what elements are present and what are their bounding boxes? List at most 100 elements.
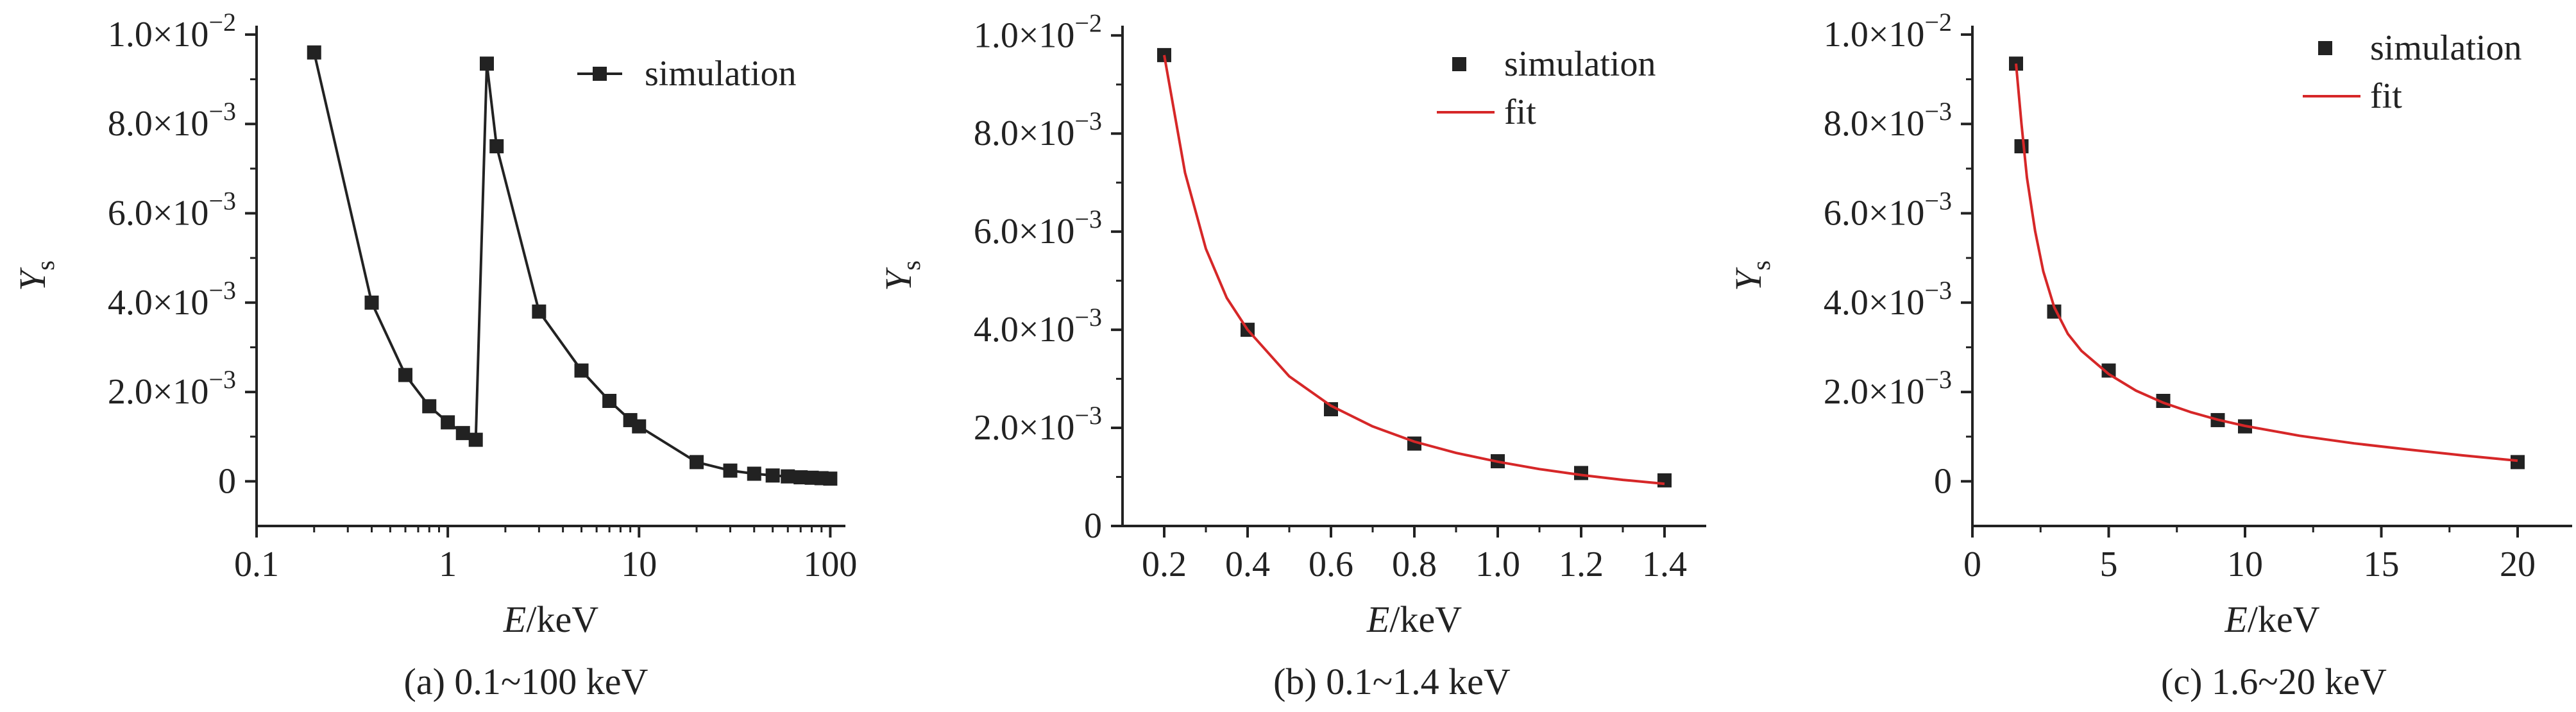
y-axis-label: Ys bbox=[877, 260, 926, 291]
series-fit bbox=[2015, 64, 2518, 462]
y-tick-base: 4.0×10 bbox=[974, 310, 1075, 350]
legend: simulation fit bbox=[1437, 44, 1656, 132]
data-point bbox=[602, 394, 617, 408]
x-tick-label: 0.8 bbox=[1392, 545, 1437, 584]
y-tick-label: 6.0×10−3 bbox=[108, 187, 236, 233]
series-simulation bbox=[2009, 56, 2525, 470]
fit-curve bbox=[2015, 64, 2518, 462]
x-axis-label: E/keV bbox=[503, 598, 598, 640]
x-tick-label: 0.4 bbox=[1225, 545, 1270, 584]
series-fit bbox=[1163, 55, 1665, 486]
y-axis-label: Ys bbox=[12, 260, 60, 291]
y-tick-label: 8.0×10−3 bbox=[1824, 97, 1952, 144]
y-tick-label: 4.0×10−3 bbox=[108, 276, 236, 323]
legend-label: simulation bbox=[2370, 28, 2521, 68]
y-tick-exponent: −2 bbox=[208, 8, 236, 37]
x-axis-label-unit: /keV bbox=[1389, 598, 1462, 640]
y-tick-exponent: −3 bbox=[1074, 303, 1102, 332]
x-axis-label: E/keV bbox=[1366, 598, 1462, 640]
x-tick-label: 10 bbox=[2227, 545, 2263, 584]
y-tick-base: 1.0×10 bbox=[974, 15, 1075, 55]
x-tick-label: 10 bbox=[621, 545, 657, 584]
x-tick-label: 1.2 bbox=[1559, 545, 1604, 584]
y-tick-label: 6.0×10−3 bbox=[974, 205, 1102, 251]
y-axis-label: Ys bbox=[1727, 260, 1775, 291]
y-axis-label-symbol: Y bbox=[1727, 267, 1769, 291]
y-tick-label: 0 bbox=[218, 461, 236, 501]
y-tick-base: 8.0×10 bbox=[974, 114, 1075, 153]
y-axis-label-subscript: s bbox=[897, 260, 926, 271]
x-tick-label: 1 bbox=[439, 545, 457, 584]
y-tick-label: 2.0×10−3 bbox=[1824, 365, 1952, 412]
y-tick-base: 6.0×10 bbox=[974, 212, 1075, 251]
chart-panel-1: 0.1 1 10 10002.0×10−34.0×10−36.0×10−38.0×10… bbox=[12, 8, 857, 702]
y-tick-base: 4.0×10 bbox=[108, 283, 209, 323]
x-tick-label: 0.1 bbox=[234, 545, 279, 584]
y-tick-exponent: −3 bbox=[208, 187, 236, 216]
y-axis-label-symbol: Y bbox=[12, 267, 53, 291]
y-tick-base: 1.0×10 bbox=[1824, 15, 1925, 55]
data-point bbox=[1324, 402, 1338, 416]
y-tick-base: 2.0×10 bbox=[1824, 372, 1925, 412]
data-point bbox=[479, 56, 494, 71]
series-simulation bbox=[1157, 47, 1672, 487]
data-point bbox=[489, 139, 504, 154]
y-tick-label: 8.0×10−3 bbox=[974, 106, 1102, 153]
data-point bbox=[422, 399, 437, 414]
y-axis-label-subscript: s bbox=[31, 260, 60, 271]
y-tick-label: 0 bbox=[1934, 461, 1952, 501]
y-tick-base: 8.0×10 bbox=[108, 104, 209, 144]
legend-label: simulation bbox=[645, 54, 796, 94]
data-point bbox=[2511, 455, 2525, 470]
x-tick-label: 5 bbox=[2100, 545, 2118, 584]
data-point bbox=[723, 463, 738, 478]
data-point bbox=[532, 304, 547, 319]
x-tick-label: 20 bbox=[2500, 545, 2536, 584]
legend: simulation fit bbox=[2303, 28, 2521, 116]
y-tick-text: 0 bbox=[1934, 461, 1952, 501]
y-tick-exponent: −3 bbox=[1074, 401, 1102, 430]
y-tick-label: 1.0×10−2 bbox=[1824, 8, 1952, 55]
data-point bbox=[690, 455, 704, 470]
y-tick-base: 4.0×10 bbox=[1824, 283, 1925, 323]
legend-marker bbox=[593, 67, 607, 81]
data-point bbox=[765, 468, 780, 483]
fit-curve bbox=[1163, 55, 1665, 486]
y-tick-label: 1.0×10−2 bbox=[974, 8, 1102, 55]
legend-label: fit bbox=[2370, 76, 2402, 116]
x-axis-label-symbol: E bbox=[503, 598, 526, 640]
y-tick-label: 2.0×10−3 bbox=[108, 365, 236, 412]
y-tick-label: 0 bbox=[1084, 506, 1102, 546]
y-tick-exponent: −3 bbox=[1924, 97, 1952, 126]
legend-marker bbox=[2318, 41, 2332, 55]
y-tick-exponent: −2 bbox=[1924, 8, 1952, 37]
data-point bbox=[574, 363, 589, 378]
y-tick-label: 2.0×10−3 bbox=[974, 401, 1102, 448]
data-point bbox=[441, 415, 455, 430]
data-point bbox=[823, 471, 838, 486]
y-axis-label-symbol: Y bbox=[877, 267, 919, 291]
legend: simulation bbox=[577, 54, 796, 94]
panel-caption: (b) 0.1~1.4 keV bbox=[1273, 661, 1511, 702]
y-tick-text: 0 bbox=[218, 461, 236, 501]
legend-label: simulation bbox=[1504, 44, 1656, 84]
y-tick-label: 1.0×10−2 bbox=[108, 8, 236, 55]
data-point bbox=[1657, 473, 1672, 487]
data-point bbox=[2101, 363, 2116, 378]
series-line bbox=[312, 52, 831, 480]
y-tick-base: 8.0×10 bbox=[1824, 104, 1925, 144]
x-tick-label: 0.2 bbox=[1142, 545, 1187, 584]
y-tick-text: 0 bbox=[1084, 506, 1102, 546]
x-axis-label: E/keV bbox=[2224, 598, 2319, 640]
data-point bbox=[747, 466, 761, 481]
data-point bbox=[455, 426, 470, 441]
x-tick-label: 100 bbox=[803, 545, 857, 584]
x-tick-label: 0.6 bbox=[1309, 545, 1353, 584]
data-point bbox=[364, 295, 379, 310]
y-tick-exponent: −3 bbox=[208, 365, 236, 394]
y-axis-label-subscript: s bbox=[1747, 260, 1775, 271]
series-simulation bbox=[307, 45, 838, 486]
y-tick-exponent: −3 bbox=[208, 276, 236, 305]
x-tick-label: 15 bbox=[2364, 545, 2400, 584]
